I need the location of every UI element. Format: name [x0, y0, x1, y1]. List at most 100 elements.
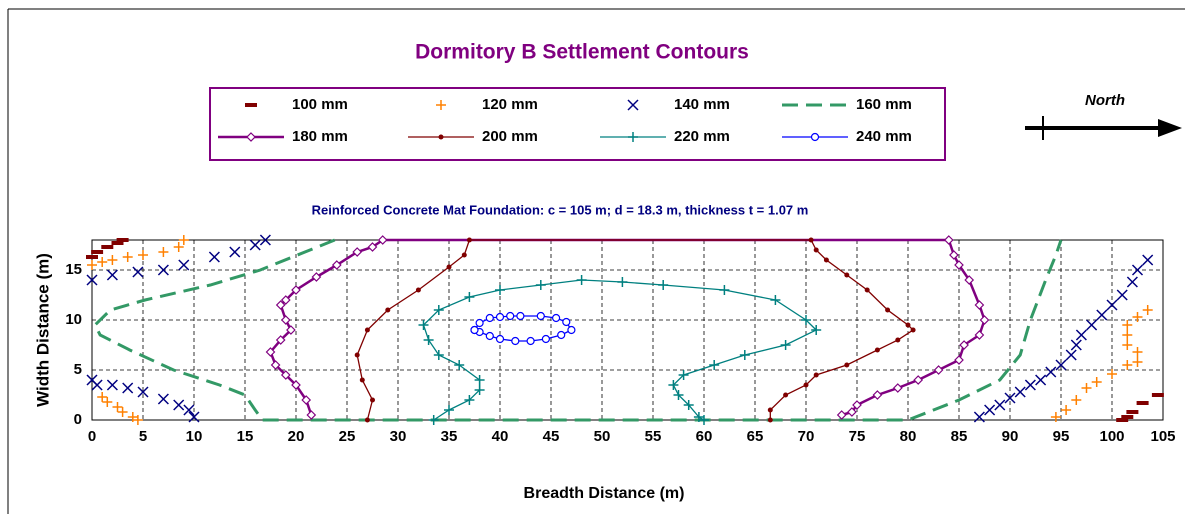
marker: [474, 375, 485, 385]
y-axis-label: Width Distance (m): [33, 253, 52, 407]
marker: [306, 410, 317, 420]
marker: [178, 259, 190, 271]
marker: [813, 247, 819, 253]
marker: [385, 307, 391, 313]
marker: [415, 287, 421, 293]
marker: [562, 317, 571, 327]
marker: [1050, 412, 1061, 422]
marker: [291, 380, 301, 390]
legend-label: 180 mm: [292, 128, 348, 145]
legend-marker: [438, 134, 444, 140]
north-arrow-head: [1158, 119, 1182, 137]
marker: [331, 260, 342, 270]
marker: [913, 375, 924, 385]
marker: [311, 272, 322, 282]
x-tick-label: 75: [849, 428, 866, 445]
marker: [291, 285, 301, 295]
x-axis-label: Breadth Distance (m): [524, 485, 685, 502]
marker: [270, 360, 281, 370]
marker: [535, 280, 546, 290]
marker: [97, 392, 108, 402]
x-tick-label: 30: [390, 428, 407, 445]
marker: [474, 385, 485, 395]
legend-label: 220 mm: [674, 128, 730, 145]
marker: [173, 242, 184, 252]
marker: [994, 399, 1006, 411]
y-tick-label: 15: [65, 261, 82, 278]
marker: [87, 260, 97, 270]
marker: [783, 392, 789, 398]
marker: [464, 395, 475, 405]
marker: [275, 335, 286, 345]
x-tick-label: 35: [441, 428, 458, 445]
marker: [97, 257, 108, 267]
marker: [173, 399, 185, 411]
marker: [1091, 377, 1102, 387]
marker: [485, 331, 494, 341]
marker: [1132, 347, 1143, 357]
legend-marker: [810, 132, 820, 142]
marker: [132, 415, 143, 425]
x-tick-label: 90: [1002, 428, 1019, 445]
marker: [112, 402, 123, 412]
y-tick-label: 0: [74, 411, 82, 428]
marker: [1116, 289, 1128, 301]
legend-box: [209, 87, 946, 161]
marker: [377, 235, 388, 245]
marker: [127, 412, 138, 422]
x-tick-label: 5: [139, 428, 147, 445]
legend-marker: [246, 132, 256, 142]
marker: [617, 277, 628, 287]
marker: [974, 330, 985, 340]
x-tick-label: 0: [88, 428, 96, 445]
marker: [178, 235, 189, 245]
marker: [106, 379, 118, 391]
marker: [280, 295, 291, 305]
x-tick-label: 100: [1099, 428, 1124, 445]
marker: [265, 347, 276, 357]
marker: [954, 260, 964, 270]
marker: [1132, 357, 1143, 367]
marker: [979, 315, 990, 325]
marker: [157, 393, 169, 405]
marker: [158, 247, 169, 257]
marker: [107, 255, 118, 265]
legend-label: 160 mm: [856, 96, 912, 113]
marker: [668, 380, 679, 390]
marker: [567, 325, 576, 335]
marker: [433, 305, 444, 315]
subtitle: Reinforced Concrete Mat Foundation: c = …: [312, 202, 809, 217]
marker: [122, 382, 134, 394]
x-tick-label: 55: [645, 428, 662, 445]
marker: [872, 390, 883, 400]
plot-frame: [91, 239, 1164, 421]
marker: [844, 362, 850, 368]
marker: [229, 246, 241, 258]
marker: [352, 247, 363, 257]
marker: [954, 355, 964, 365]
x-tick-label: 105: [1150, 428, 1175, 445]
marker: [86, 274, 98, 286]
marker: [138, 250, 148, 260]
marker: [470, 325, 479, 335]
marker: [1107, 369, 1117, 379]
marker: [683, 400, 694, 410]
marker: [475, 318, 484, 328]
marker: [1075, 329, 1087, 341]
marker: [864, 287, 870, 293]
marker: [808, 237, 814, 243]
marker: [1045, 366, 1057, 378]
marker: [910, 327, 916, 333]
marker: [157, 264, 169, 276]
marker: [446, 264, 452, 270]
marker: [719, 285, 730, 295]
marker: [885, 307, 891, 313]
marker: [106, 269, 118, 281]
marker: [895, 337, 901, 343]
y-tick-label: 5: [74, 361, 82, 378]
legend-label: 200 mm: [482, 128, 538, 145]
marker: [249, 239, 261, 251]
marker: [801, 315, 811, 325]
marker: [370, 397, 375, 403]
marker: [551, 313, 561, 323]
